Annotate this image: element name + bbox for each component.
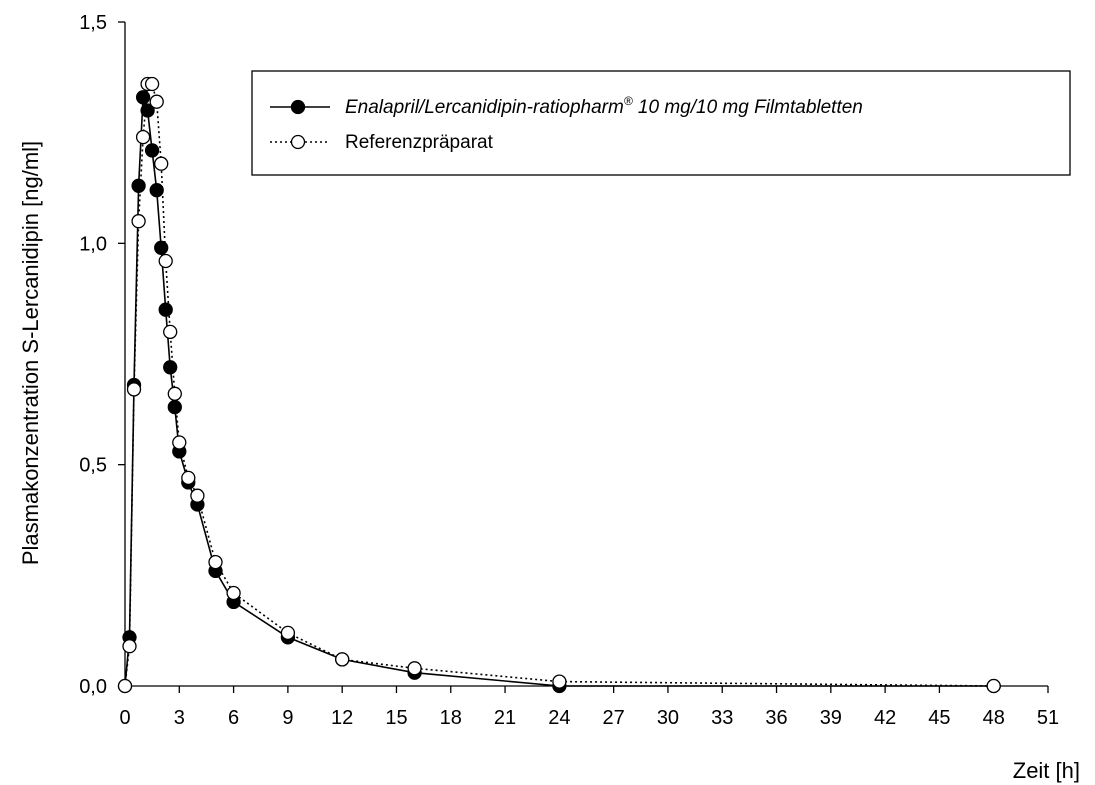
series-layer <box>117 76 1001 694</box>
legend-entry-series2: Referenzpräparat <box>345 132 494 153</box>
y-tick-label-0: 0,0 <box>79 676 107 698</box>
series-2-point-8 <box>154 156 169 171</box>
series-2-point-4 <box>135 129 151 145</box>
series-1-point-6 <box>144 143 160 158</box>
series-2-point-6 <box>144 76 160 92</box>
legend-entry-series1: Enalapril/Lercanidipin-ratiopharm® 10 mg… <box>345 94 863 118</box>
y-tick-label-2: 1,0 <box>79 233 107 255</box>
series-2-point-19 <box>407 661 422 676</box>
x-axis-label: Zeit [h] <box>1013 758 1080 783</box>
series-2-point-20 <box>552 674 567 689</box>
series-1-point-3 <box>131 178 146 193</box>
legend: Enalapril/Lercanidipin-ratiopharm® 10 mg… <box>251 70 1071 176</box>
x-tick-label-16: 48 <box>983 707 1005 729</box>
series-2-point-21 <box>986 678 1001 694</box>
series-2-point-10 <box>163 324 178 340</box>
series-2-point-17 <box>280 625 296 641</box>
x-tick-label-5: 15 <box>385 707 407 729</box>
x-tick-label-12: 36 <box>765 707 787 729</box>
legend-marker-series1 <box>290 99 306 115</box>
series-2-point-7 <box>149 94 164 109</box>
x-tick-label-14: 42 <box>874 707 896 729</box>
x-tick-label-7: 21 <box>494 707 516 729</box>
legend-box <box>251 70 1071 176</box>
y-tick-label-3: 1,5 <box>79 12 107 34</box>
series-1-point-5 <box>140 103 155 118</box>
series-2-point-1 <box>122 639 137 654</box>
series-2-point-12 <box>172 435 187 450</box>
x-tick-label-2: 6 <box>228 707 239 729</box>
x-tick-label-6: 18 <box>440 707 462 729</box>
series-2-point-0 <box>117 678 133 694</box>
axes: 0 3 6 9 12 15 18 21 24 27 30 33 36 39 42 45 48 510,00,51,… <box>79 12 1059 729</box>
series-2-point-3 <box>131 214 146 229</box>
series-1-point-9 <box>158 302 173 317</box>
y-tick-label-1: 0,5 <box>79 455 107 477</box>
series-2-point-2 <box>126 382 142 397</box>
series-2-point-9 <box>158 253 173 269</box>
x-tick-label-9: 27 <box>603 707 625 729</box>
series-1-point-4 <box>135 90 151 105</box>
series-2-line <box>124 83 994 687</box>
x-tick-label-13: 39 <box>820 707 842 729</box>
x-tick-label-8: 24 <box>548 707 570 729</box>
series-2-point-14 <box>190 488 205 503</box>
x-tick-label-0: 0 <box>119 707 130 729</box>
series-1-line <box>124 97 994 687</box>
legend-marker-series2 <box>290 134 306 150</box>
x-tick-label-17: 51 <box>1037 707 1059 729</box>
series-1-point-11 <box>167 399 182 415</box>
x-tick-label-15: 45 <box>928 707 950 729</box>
x-tick-label-11: 33 <box>711 707 733 729</box>
series-1 <box>117 90 1001 694</box>
x-tick-label-10: 30 <box>657 707 679 729</box>
x-tick-label-3: 9 <box>282 707 293 729</box>
x-tick-label-4: 12 <box>331 707 353 729</box>
series-1-point-7 <box>149 183 164 198</box>
y-axis-label: Plasmakonzentration S-Lercanidipin [ng/m… <box>18 141 43 565</box>
series-2-point-16 <box>226 585 241 601</box>
series-1-point-10 <box>163 360 178 375</box>
series-2-point-15 <box>208 554 223 570</box>
series-2-point-11 <box>167 386 182 401</box>
series-2-point-13 <box>181 470 196 486</box>
series-2 <box>117 76 1001 694</box>
x-tick-label-1: 3 <box>174 707 185 729</box>
series-2-point-18 <box>335 652 350 667</box>
